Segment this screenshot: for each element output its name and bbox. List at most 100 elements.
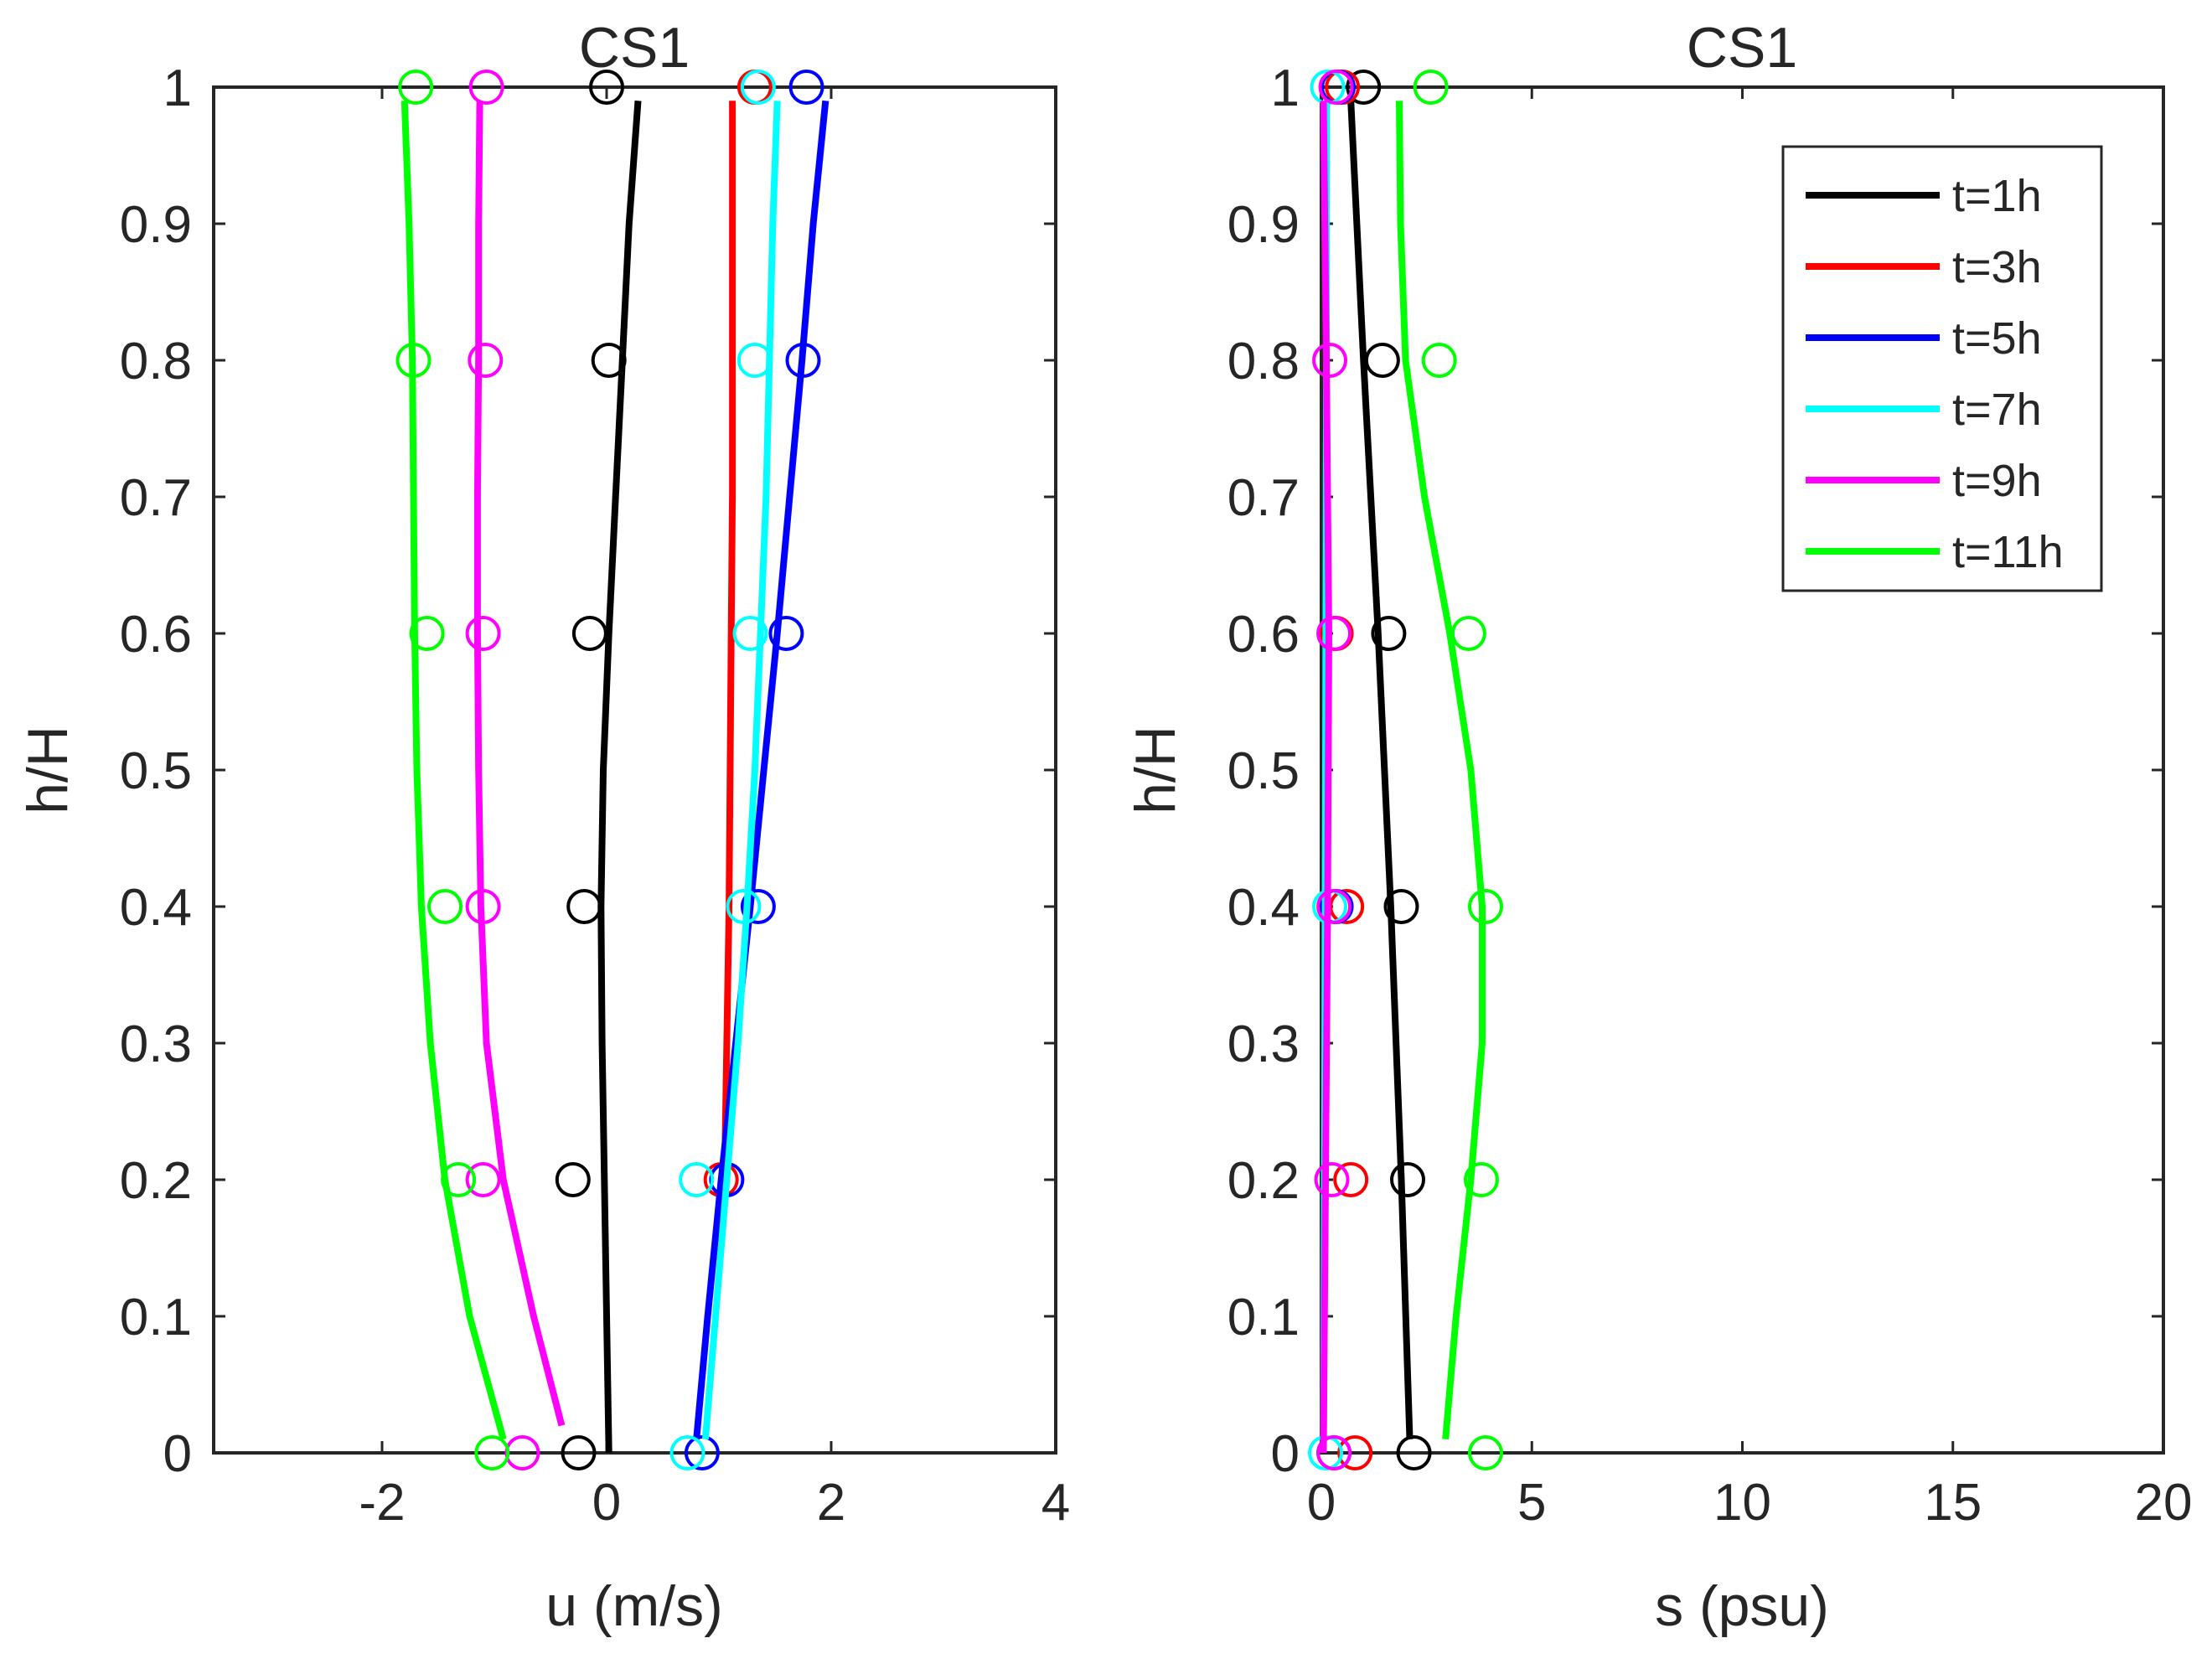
salinity-y-axis-label: h/H [1124,726,1187,814]
velocity-point-t-9h [468,70,504,105]
velocity-point-t-5h [768,616,804,651]
velocity-point-t-7h [669,1435,705,1470]
velocity-y-tick-label: 0.6 [120,606,192,664]
salinity-y-tick-label: 0.8 [1227,333,1300,390]
salinity-point-t-11h [1450,616,1486,651]
velocity-point-t-5h [785,343,821,378]
salinity-y-tick-label: 0.1 [1227,1289,1300,1346]
velocity-line-t-3h [721,101,736,1181]
salinity-point-t-9h [1314,1162,1350,1197]
salinity-x-tick-label: 20 [2135,1474,2193,1532]
salinity-y-tick-label: 0.6 [1227,606,1300,664]
salinity-point-t-9h [1312,343,1348,378]
velocity-line-t-9h [473,101,566,1427]
velocity-y-axis-label: h/H [16,726,80,814]
legend-label-t-1h: t=1h [1952,171,2042,221]
salinity-line-t-1h [1347,101,1414,1439]
salinity-y-tick-label: 1 [1271,59,1300,117]
legend: t=1h t=3h t=5h t=7h t=9h t=11h [1781,145,2103,592]
salinity-ticks: 0 5 10 15 20 0 0.1 0.2 0.3 0.4 0.5 0.6 0.7 0.8 0.9 1 [1227,59,2193,1532]
velocity-point-t-1h [571,616,607,651]
legend-label-t-5h: t=5h [1952,313,2042,364]
velocity-line-t-5h [693,100,830,1440]
velocity-line-t-7h [701,101,781,1440]
velocity-chart-title: CS1 [579,16,690,80]
velocity-point-t-11h [441,1162,477,1197]
velocity-point-t-11h [409,616,445,651]
velocity-y-tick-label: 0.7 [120,469,192,527]
salinity-point-t-9h [1318,70,1354,105]
legend-label-t-9h: t=9h [1952,456,2042,506]
salinity-point-t-1h [1383,889,1419,924]
legend-label-t-7h: t=7h [1952,385,2042,435]
salinity-point-t-1h [1371,616,1407,651]
velocity-y-tick-label: 0.4 [120,879,192,937]
velocity-point-t-7h [736,343,773,378]
velocity-point-t-7h [679,1162,715,1197]
salinity-y-tick-label: 0.2 [1227,1152,1300,1210]
velocity-point-t-1h [591,343,627,378]
salinity-point-t-11h [1467,1435,1503,1470]
salinity-point-t-9h [1316,889,1352,924]
velocity-point-t-9h [468,343,504,378]
velocity-y-tick-label: 0 [163,1425,192,1483]
velocity-point-t-5h [740,889,776,924]
velocity-point-t-1h [566,889,602,924]
velocity-point-t-11h [474,1435,510,1470]
velocity-y-tick-label: 0.5 [120,742,192,800]
velocity-point-t-1h [561,1435,597,1470]
salinity-point-t-11h [1413,70,1449,105]
velocity-point-t-1h [589,70,624,105]
velocity-x-axis-label: u (m/s) [545,1574,723,1638]
velocity-line-t-1h [597,101,642,1454]
velocity-point-t-1h [555,1162,591,1197]
velocity-x-tick-label: -2 [359,1474,405,1532]
velocity-point-t-9h [465,889,501,924]
salinity-x-tick-label: 0 [1307,1474,1336,1532]
salinity-x-tick-label: 15 [1924,1474,1982,1532]
velocity-plot-area [212,85,1057,1455]
salinity-y-tick-label: 0.5 [1227,742,1300,800]
salinity-y-tick-label: 0 [1271,1425,1300,1483]
salinity-point-t-11h [1463,1162,1499,1197]
salinity-point-t-1h [1390,1162,1426,1197]
legend-label-t-3h: t=3h [1952,242,2042,292]
velocity-series [395,70,830,1470]
velocity-y-tick-label: 0.9 [120,196,192,254]
velocity-x-tick-label: 0 [592,1474,621,1532]
salinity-y-tick-label: 0.9 [1227,196,1300,254]
salinity-point-t-11h [1467,889,1503,924]
velocity-point-t-11h [395,343,432,378]
velocity-y-tick-label: 0.1 [120,1289,192,1346]
salinity-point-t-11h [1421,343,1457,378]
velocity-x-tick-label: 4 [1041,1474,1070,1532]
salinity-point-t-1h [1364,343,1400,378]
salinity-x-axis-label: s (psu) [1655,1574,1829,1638]
velocity-point-t-7h [740,70,776,105]
legend-label-t-11h: t=11h [1952,527,2064,577]
salinity-line-t-9h [1320,101,1332,1454]
salinity-chart-title: CS1 [1687,16,1797,80]
velocity-point-t-5h [788,70,824,105]
salinity-point-t-7h [1310,70,1346,105]
velocity-y-tick-label: 0.3 [120,1015,192,1073]
salinity-point-t-1h [1396,1435,1432,1470]
salinity-line-t-11h [1396,101,1486,1440]
salinity-x-tick-label: 5 [1517,1474,1546,1532]
velocity-x-tick-label: 2 [817,1474,845,1532]
velocity-ticks: -2 0 2 4 0 0.1 0.2 0.3 0.4 0.5 0.6 0.7 0.8 0.9 1 [120,59,1070,1532]
velocity-y-tick-label: 1 [163,59,192,117]
legend-items: t=1h t=3h t=5h t=7h t=9h t=11h [1806,171,2064,577]
velocity-point-t-11h [398,70,434,105]
salinity-series [1308,70,1503,1470]
salinity-point-t-9h [1316,616,1352,651]
velocity-point-t-9h [465,1162,501,1197]
velocity-point-t-9h [465,616,501,651]
salinity-point-t-3h [1333,1162,1369,1197]
velocity-y-tick-label: 0.2 [120,1152,192,1210]
velocity-point-t-7h [726,889,762,924]
velocity-panel: CS1 u (m/s) h/H -2 0 2 4 0 0.1 0.2 0.3 0.4 0.5 0.6… [16,16,1070,1638]
salinity-y-tick-label: 0.3 [1227,1015,1300,1073]
salinity-point-t-1h [1346,70,1382,105]
